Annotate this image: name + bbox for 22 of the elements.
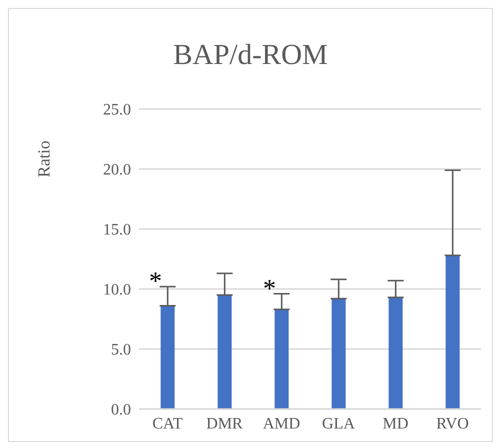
chart-title: BAP/d-ROM [172, 39, 329, 72]
x-tick-label: DMR [206, 415, 244, 432]
y-tick-label: 5.0 [111, 342, 131, 359]
bar [160, 306, 175, 409]
x-tick-label: CAT [152, 415, 183, 432]
x-tick-label: RVO [436, 415, 469, 432]
y-tick-label: 25.0 [103, 102, 131, 119]
x-tick-label: MD [382, 415, 408, 432]
x-tick-label: AMD [262, 415, 300, 432]
annotation: * [149, 266, 162, 296]
y-tick-label: 10.0 [103, 282, 131, 299]
bar [332, 298, 346, 409]
bar [446, 255, 460, 409]
annotation: * [263, 274, 276, 303]
y-tick-label: 0.0 [111, 402, 131, 419]
bar [274, 309, 289, 409]
y-axis-title: Ratio [34, 140, 54, 178]
bar [388, 297, 403, 409]
y-tick-label: 15.0 [103, 222, 131, 239]
x-tick-label: GLA [322, 415, 356, 432]
y-tick-label: 20.0 [103, 162, 131, 179]
bar [218, 295, 232, 409]
